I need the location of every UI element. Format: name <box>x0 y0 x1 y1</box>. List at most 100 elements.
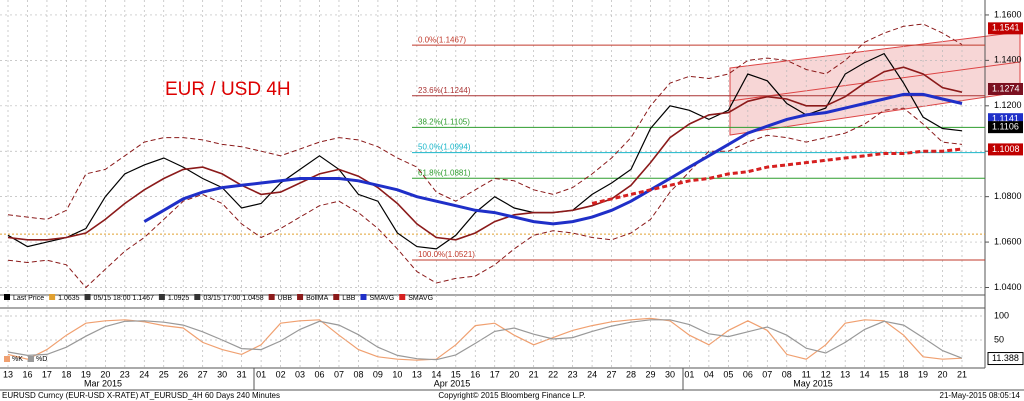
x-tick-label: 20 <box>100 369 110 379</box>
price-marker-label: 1.1274 <box>992 83 1020 93</box>
legend-label: Last Price <box>13 295 44 302</box>
x-tick-label: 21 <box>957 369 967 379</box>
y-tick-label: 1.0400 <box>994 282 1022 292</box>
y-tick-label: 1.0800 <box>994 191 1022 201</box>
x-tick-label: 30 <box>665 369 675 379</box>
x-tick-label: 18 <box>61 369 71 379</box>
y-tick-label: 50 <box>994 334 1004 344</box>
series-line <box>143 92 963 226</box>
legend-swatch <box>399 294 406 300</box>
x-tick-label: 27 <box>607 369 617 379</box>
legend-swatch <box>49 294 56 300</box>
fib-label: 0.0%(1.1467) <box>418 35 466 44</box>
x-tick-label: 08 <box>782 369 792 379</box>
osc-marker-label: 11.388 <box>992 353 1019 363</box>
x-tick-label: 11 <box>802 369 811 379</box>
legend-swatch <box>28 356 34 362</box>
fib-label: 100.0%(1.0521) <box>418 250 475 259</box>
x-tick-label: 06 <box>315 369 325 379</box>
price-marker-label: 1.1541 <box>992 23 1020 33</box>
x-tick-label: 29 <box>645 369 655 379</box>
y-tick-label: 1.1600 <box>994 9 1022 19</box>
x-tick-label: 22 <box>548 369 558 379</box>
x-tick-label: 19 <box>918 369 928 379</box>
osc-marker <box>987 352 1024 366</box>
x-tick-label: 31 <box>237 369 247 379</box>
price-marker-label: 1.1106 <box>992 122 1019 132</box>
x-tick-label: 27 <box>198 369 208 379</box>
series-line <box>7 317 963 361</box>
fib-label: 50.0%(1.0994) <box>418 143 471 152</box>
legend-label: 1.0635 <box>58 295 80 302</box>
legend-swatch <box>360 294 367 300</box>
series-line <box>7 66 963 241</box>
series-line <box>591 147 963 205</box>
month-label: May 2015 <box>793 378 833 388</box>
legend-swatch <box>4 356 10 362</box>
x-tick-label: 05 <box>723 369 733 379</box>
y-tick-label: 100 <box>994 310 1009 320</box>
x-tick-label: 07 <box>762 369 772 379</box>
legend-label: UBB <box>278 295 293 302</box>
legend-label: 03/15 17:00 1.0458 <box>203 295 263 302</box>
legend-swatch <box>297 294 304 300</box>
legend-swatch <box>194 294 201 300</box>
x-tick-label: 04 <box>704 369 714 379</box>
x-tick-label: 13 <box>412 369 422 379</box>
x-tick-label: 01 <box>684 369 694 379</box>
price-marker-label: 1.1008 <box>992 144 1020 154</box>
x-tick-label: 17 <box>490 369 500 379</box>
legend-label: SMAVG <box>408 295 433 302</box>
y-tick-label: 1.1200 <box>994 100 1022 110</box>
x-tick-label: 13 <box>3 369 13 379</box>
x-tick-label: 17 <box>42 369 52 379</box>
legend-swatch <box>333 294 340 300</box>
fib-label: 23.6%(1.1244) <box>418 86 471 95</box>
legend-label: LBB <box>342 295 356 302</box>
price-marker <box>988 143 1023 156</box>
x-tick-label: 15 <box>879 369 889 379</box>
x-tick-label: 07 <box>334 369 344 379</box>
x-tick-label: 16 <box>470 369 480 379</box>
x-tick-label: 15 <box>451 369 461 379</box>
x-tick-label: 20 <box>509 369 519 379</box>
legend-label: %K <box>12 356 23 363</box>
price-marker <box>988 22 1023 35</box>
x-tick-label: 16 <box>22 369 32 379</box>
x-tick-label: 02 <box>276 369 286 379</box>
legend-swatch <box>158 294 165 300</box>
footer-center: Copyright© 2015 Bloomberg Finance L.P. <box>438 391 585 400</box>
x-tick-label: 25 <box>159 369 169 379</box>
fib-label: 61.8%(1.0881) <box>418 168 471 177</box>
legend-swatch <box>84 294 91 300</box>
x-tick-label: 09 <box>373 369 383 379</box>
x-tick-label: 28 <box>626 369 636 379</box>
annotation: EUR / USD 4H <box>165 79 291 100</box>
legend-label: 1.0925 <box>168 295 190 302</box>
x-tick-label: 13 <box>840 369 850 379</box>
x-tick-label: 18 <box>899 369 909 379</box>
x-tick-label: 06 <box>743 369 753 379</box>
legend-swatch <box>268 294 275 300</box>
x-tick-label: 24 <box>139 369 149 379</box>
fib-label: 38.2%(1.1105) <box>418 117 470 126</box>
x-tick-label: 21 <box>529 369 539 379</box>
legend-swatch <box>4 294 10 300</box>
x-tick-label: 24 <box>587 369 597 379</box>
month-label: Apr 2015 <box>434 378 471 388</box>
x-tick-label: 03 <box>295 369 305 379</box>
x-tick-label: 19 <box>81 369 91 379</box>
x-tick-label: 23 <box>568 369 578 379</box>
x-tick-label: 30 <box>217 369 227 379</box>
series-line <box>7 52 963 250</box>
x-tick-label: 20 <box>938 369 948 379</box>
price-marker <box>988 82 1023 95</box>
price-marker <box>988 121 1023 134</box>
y-tick-label: 1.1400 <box>994 55 1022 65</box>
series-line <box>7 319 963 361</box>
legend-label: BollMA <box>306 295 329 302</box>
x-tick-label: 10 <box>392 369 402 379</box>
x-tick-label: 14 <box>431 369 441 379</box>
x-tick-label: 12 <box>821 369 831 379</box>
